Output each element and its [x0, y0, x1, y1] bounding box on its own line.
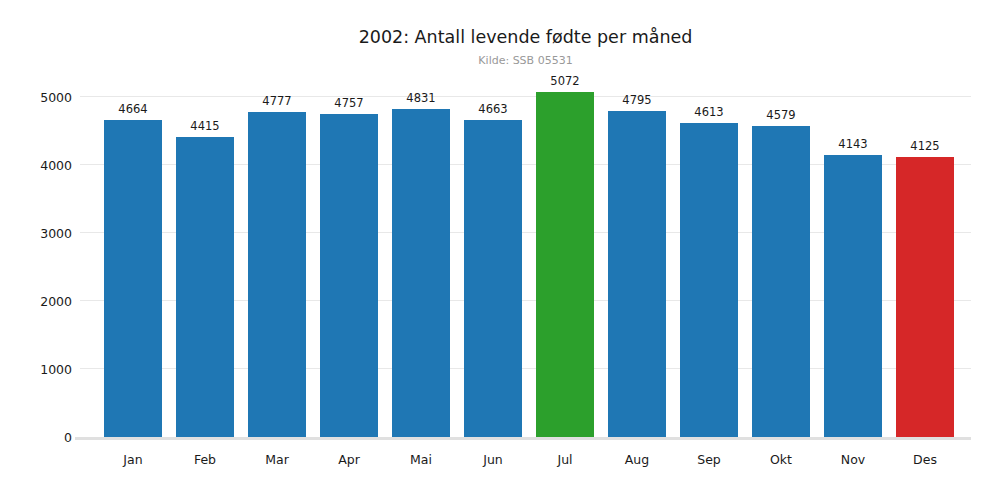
chart-subtitle: Kilde: SSB 05531 [80, 54, 971, 67]
bar-mai [392, 109, 450, 438]
x-axis-line [75, 437, 971, 440]
x-axis-labels: Jan Feb Mar Apr Mai Jun Jul Aug Sep Okt Nov Des [80, 452, 971, 472]
bar-value-label: 4613 [670, 105, 748, 119]
bar-value-label: 4415 [166, 119, 244, 133]
bar-aug [608, 111, 666, 437]
bar-value-label: 5072 [526, 74, 604, 88]
bar-column-jun: 4663 [464, 80, 522, 437]
x-tick-label-feb: Feb [176, 452, 234, 467]
bar-column-jul: 5072 [536, 80, 594, 437]
bar-des [896, 157, 954, 438]
x-tick-label-okt: Okt [752, 452, 810, 467]
x-tick-label-aug: Aug [608, 452, 666, 467]
x-tick-label-nov: Nov [824, 452, 882, 467]
bar-value-label: 4663 [454, 102, 532, 116]
x-tick-label-mai: Mai [392, 452, 450, 467]
bar-column-feb: 4415 [176, 80, 234, 437]
bar-jul [536, 92, 594, 437]
y-tick-label: 5000 [0, 90, 72, 105]
bar-value-label: 4125 [886, 139, 964, 153]
bar-value-label: 4777 [238, 94, 316, 108]
y-tick-label: 1000 [0, 362, 72, 377]
bar-okt [752, 126, 810, 437]
bar-nov [824, 155, 882, 437]
bar-value-label: 4757 [310, 96, 388, 110]
bar-mar [248, 112, 306, 437]
bar-column-apr: 4757 [320, 80, 378, 437]
bar-column-nov: 4143 [824, 80, 882, 437]
bar-jan [104, 120, 162, 437]
bar-column-aug: 4795 [608, 80, 666, 437]
bar-value-label: 4795 [598, 93, 676, 107]
bar-value-label: 4579 [742, 108, 820, 122]
x-tick-label-apr: Apr [320, 452, 378, 467]
bar-column-okt: 4579 [752, 80, 810, 437]
bar-column-jan: 4664 [104, 80, 162, 437]
bar-jun [464, 120, 522, 437]
bar-column-sep: 4613 [680, 80, 738, 437]
x-tick-label-jul: Jul [536, 452, 594, 467]
bar-sep [680, 123, 738, 437]
y-tick-label: 2000 [0, 294, 72, 309]
plot-area: 4664441547774757483146635072479546134579… [80, 80, 971, 437]
bar-column-mai: 4831 [392, 80, 450, 437]
bar-apr [320, 114, 378, 437]
x-tick-label-des: Des [896, 452, 954, 467]
chart-container: 2002: Antall levende fødte per måned Kil… [0, 0, 1000, 500]
bar-feb [176, 137, 234, 437]
bar-value-label: 4664 [94, 102, 172, 116]
x-tick-label-mar: Mar [248, 452, 306, 467]
y-tick-label: 3000 [0, 226, 72, 241]
bar-value-label: 4831 [382, 91, 460, 105]
y-tick-label: 4000 [0, 158, 72, 173]
y-tick-label: 0 [0, 430, 72, 445]
y-axis-tick-labels: 010002000300040005000 [0, 80, 72, 437]
chart-title: 2002: Antall levende fødte per måned [80, 27, 971, 47]
x-tick-label-jun: Jun [464, 452, 522, 467]
bar-column-des: 4125 [896, 80, 954, 437]
x-tick-label-jan: Jan [104, 452, 162, 467]
x-tick-label-sep: Sep [680, 452, 738, 467]
bar-column-mar: 4777 [248, 80, 306, 437]
bar-value-label: 4143 [814, 137, 892, 151]
